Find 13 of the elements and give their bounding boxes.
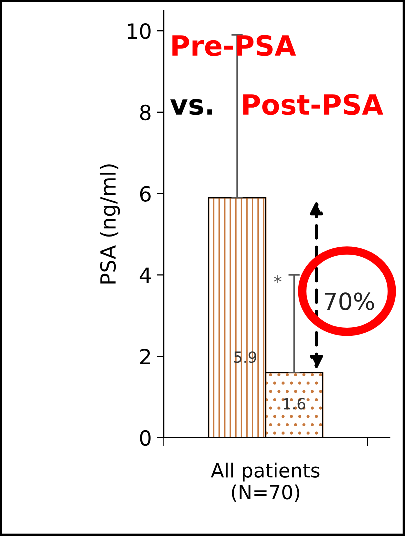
- annotation: 70%: [324, 292, 374, 311]
- y-tick-label: 4: [140, 268, 152, 284]
- x-tick-label: All patients (N=70): [211, 462, 320, 502]
- y-tick-label: 2: [140, 348, 150, 364]
- annotation: vs.: [170, 99, 212, 116]
- y-tick-label: 6: [140, 186, 151, 202]
- data-label: 1.6: [284, 398, 306, 410]
- y-axis-title: PSA (ng/ml): [100, 164, 120, 284]
- annotation: *: [274, 276, 282, 284]
- y-tick-label: 0: [140, 430, 151, 446]
- annotation: Post-PSA: [244, 94, 384, 116]
- y-tick-label: 10: [128, 24, 151, 40]
- y-tick-label: 8: [140, 104, 151, 121]
